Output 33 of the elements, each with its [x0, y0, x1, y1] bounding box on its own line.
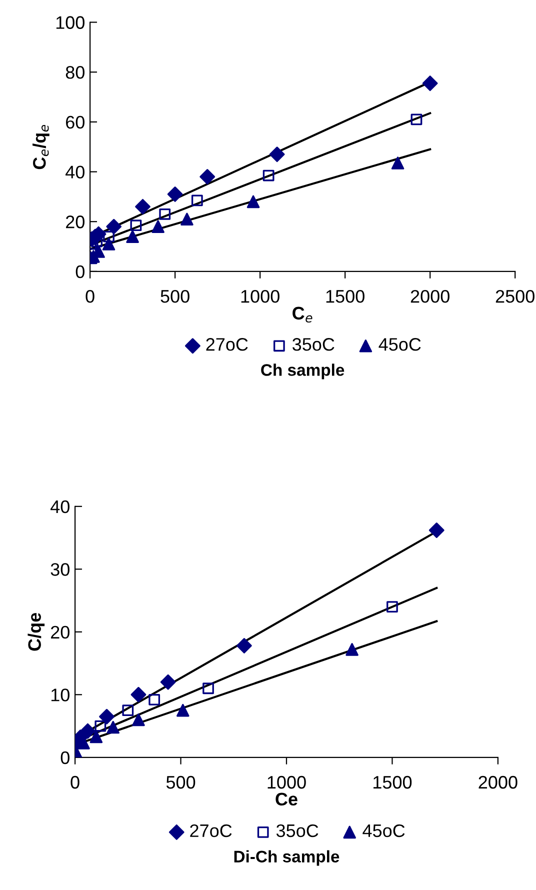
y-tick-label: 0 — [60, 751, 70, 764]
y-tick-label: 20 — [51, 626, 70, 639]
legend-label: 27oC — [190, 824, 232, 838]
y-tick-label: 80 — [66, 66, 84, 79]
legend-label: 35oC — [276, 824, 318, 838]
legend-label: 27oC — [206, 338, 248, 351]
text: Ch sample — [261, 364, 344, 380]
text: Di-Ch sample — [234, 850, 340, 866]
y-tick-label: 10 — [51, 688, 70, 702]
legend-label: 35oC — [292, 338, 334, 351]
legend-label: 45oC — [378, 338, 421, 351]
x-tick-label: 1000 — [241, 290, 280, 303]
x-axis-title: Ce — [276, 792, 298, 806]
x-tick-label: 0 — [86, 290, 94, 303]
x-tick-label: 2000 — [478, 776, 518, 789]
x-axis-title: C$_{e}$ — [292, 306, 312, 323]
x-tick-label: 2500 — [496, 290, 534, 303]
y-tick-label: 100 — [56, 16, 84, 29]
y-tick-label: 40 — [50, 500, 70, 514]
legend-label: 45oC — [362, 824, 405, 838]
y-tick-label: 0 — [76, 265, 84, 278]
x-tick-label: 1500 — [326, 290, 364, 303]
x-tick-label: 1000 — [268, 776, 306, 789]
y-tick-label: 60 — [66, 116, 84, 129]
y-tick-label: 40 — [66, 166, 84, 178]
x-tick-label: 2000 — [410, 290, 450, 303]
y-axis-title: C/qe — [28, 612, 45, 651]
y-axis-title: C$_{e}$/q$_{e}$ — [32, 124, 50, 170]
x-tick-label: 500 — [166, 776, 196, 789]
x-tick-label: 1500 — [374, 776, 412, 789]
y-tick-label: 20 — [66, 216, 84, 228]
y-tick-label: 30 — [50, 563, 70, 576]
x-tick-label: 500 — [160, 290, 190, 303]
